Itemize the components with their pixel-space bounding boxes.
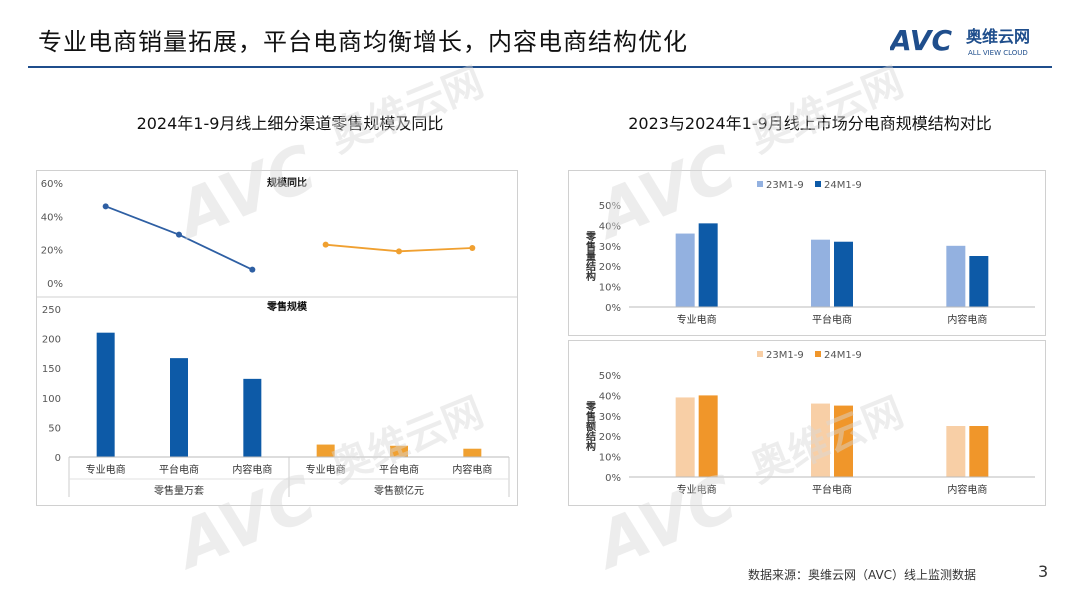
- top-ytick-label: 0%: [47, 279, 63, 290]
- retail-bar: [316, 444, 335, 457]
- y-axis-label: 零售额结构: [584, 400, 597, 452]
- logo-en: ALL VIEW CLOUD: [968, 49, 1028, 57]
- ytick-label: 10%: [599, 283, 621, 294]
- right-bottom-chart-panel: 23M1-9 24M1-9 0% 10% 20% 30% 40% 50% 零售额结构专业电商 平台…: [568, 340, 1046, 506]
- structure-bar: [834, 241, 853, 307]
- ytick-label: 0%: [605, 303, 621, 314]
- page-number: 3: [1038, 562, 1049, 581]
- right-top-chart-panel: 23M1-9 24M1-9 0% 10% 20% 30% 40% 50% 零售量结构专业电商 平台…: [568, 170, 1046, 336]
- legend-swatch: [815, 181, 821, 187]
- retail-bar: [390, 445, 408, 457]
- yoy-point: [249, 266, 256, 273]
- retail-bar: [463, 448, 482, 457]
- top-ytick-label: 60%: [41, 179, 63, 190]
- bottom-ytick-label: 0: [55, 453, 61, 464]
- right-section-title: 2023与2024年1-9月线上市场分电商规模结构对比: [628, 114, 992, 133]
- logo-mark: AVC: [890, 24, 952, 57]
- structure-bar: [834, 405, 853, 477]
- structure-bar: [811, 403, 830, 477]
- structure-bar: [811, 239, 830, 307]
- yoy-point: [469, 245, 476, 251]
- retail-bar: [170, 358, 188, 457]
- ytick-label: 30%: [599, 412, 621, 423]
- x-category-label: 内容电商: [947, 313, 987, 326]
- yoy-point: [322, 241, 329, 248]
- structure-bar: [675, 233, 695, 307]
- top-ytick-label: 20%: [41, 246, 63, 257]
- left-chart-panel: 0% 20% 40% 60% 规模同比 0 50 100 150 200 250 零售规模专业电商 平台…: [36, 170, 518, 506]
- top-ytick-label: 40%: [41, 212, 63, 223]
- yoy-point: [176, 231, 182, 238]
- x-category-label: 平台电商: [379, 463, 419, 476]
- retail-bar: [243, 378, 262, 457]
- x-group-label: 零售额亿元: [374, 484, 424, 497]
- legend-label: 23M1-9: [766, 180, 804, 191]
- x-category-label: 专业电商: [86, 463, 126, 476]
- x-category-label: 平台电商: [159, 463, 199, 476]
- x-category-label: 内容电商: [232, 463, 272, 476]
- x-category-label: 专业电商: [677, 483, 717, 496]
- structure-bar: [698, 223, 718, 307]
- legend-swatch: [815, 351, 821, 357]
- y-axis-label: 零售量结构: [584, 230, 597, 282]
- structure-bar: [946, 245, 966, 307]
- ytick-label: 20%: [599, 432, 621, 443]
- top-panel-title: 规模同比: [267, 176, 307, 189]
- bottom-ytick-label: 50: [48, 423, 61, 434]
- structure-bar: [969, 256, 989, 307]
- x-category-label: 专业电商: [306, 463, 346, 476]
- yoy-point: [102, 203, 109, 210]
- x-category-label: 平台电商: [812, 313, 852, 326]
- bottom-ytick-label: 250: [42, 305, 61, 316]
- structure-bar: [946, 426, 966, 477]
- retail-bar: [96, 332, 115, 457]
- legend-label: 23M1-9: [766, 350, 804, 361]
- x-category-label: 专业电商: [677, 313, 717, 326]
- legend-swatch: [757, 351, 763, 357]
- yoy-line-series-0: [105, 205, 253, 271]
- ytick-label: 50%: [599, 371, 621, 382]
- yoy-point: [396, 248, 402, 255]
- avc-logo: AVC 奥维云网 ALL VIEW CLOUD: [890, 24, 1030, 57]
- bottom-ytick-label: 150: [42, 364, 61, 375]
- bottom-panel-title: 零售规模: [266, 300, 308, 313]
- ytick-label: 0%: [605, 473, 621, 484]
- page-title: 专业电商销量拓展，平台电商均衡增长，内容电商结构优化: [38, 28, 688, 56]
- title-divider: [28, 66, 1052, 68]
- bottom-ytick-label: 100: [42, 394, 61, 405]
- legend-label: 24M1-9: [824, 180, 862, 191]
- structure-bar: [698, 395, 718, 477]
- x-group-label: 零售量万套: [154, 484, 204, 497]
- ytick-label: 40%: [599, 221, 621, 232]
- data-source-note: 数据来源：奥维云网（AVC）线上监测数据: [748, 568, 977, 582]
- structure-bar: [675, 397, 695, 477]
- structure-bar: [969, 426, 989, 477]
- left-section-title: 2024年1-9月线上细分渠道零售规模及同比: [136, 114, 444, 133]
- legend-label: 24M1-9: [824, 350, 862, 361]
- ytick-label: 40%: [599, 391, 621, 402]
- x-category-label: 内容电商: [452, 463, 492, 476]
- bottom-ytick-label: 200: [42, 335, 61, 346]
- x-category-label: 内容电商: [947, 483, 987, 496]
- legend-swatch: [757, 181, 763, 187]
- ytick-label: 30%: [599, 242, 621, 253]
- logo-cn: 奥维云网: [966, 27, 1030, 46]
- ytick-label: 20%: [599, 262, 621, 273]
- ytick-label: 10%: [599, 453, 621, 464]
- x-category-label: 平台电商: [812, 483, 852, 496]
- ytick-label: 50%: [599, 201, 621, 212]
